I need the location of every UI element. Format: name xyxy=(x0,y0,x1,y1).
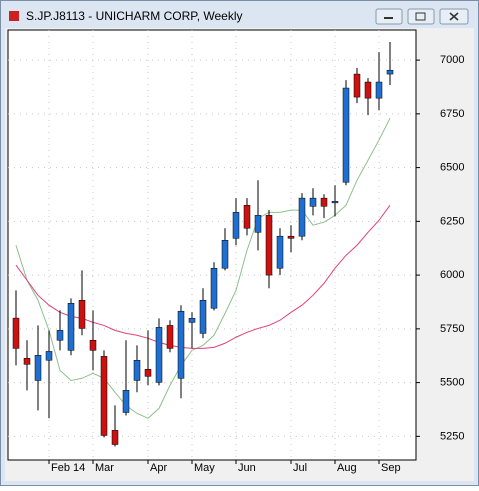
candle-body xyxy=(265,215,273,276)
y-tick-label: 6250 xyxy=(440,215,464,227)
moving-average xyxy=(15,117,391,419)
x-tick-label: May xyxy=(194,462,215,474)
maximize-button[interactable] xyxy=(407,8,435,25)
candle-body xyxy=(34,355,42,381)
candle-body xyxy=(100,356,108,436)
candle-body xyxy=(331,201,339,204)
y-tick-label: 5750 xyxy=(440,323,464,335)
x-tick-label: Mar xyxy=(95,462,114,474)
y-tick-label: 6750 xyxy=(440,108,464,120)
y-tick-label: 5250 xyxy=(440,430,464,442)
x-tick-label: Jun xyxy=(238,462,256,474)
candle-body xyxy=(12,317,20,349)
y-tick-label: 6500 xyxy=(440,162,464,174)
candle-body xyxy=(353,73,361,98)
candle-body xyxy=(89,339,97,351)
candle-body xyxy=(133,359,141,381)
candle-body xyxy=(309,197,317,207)
candle-body xyxy=(45,351,53,361)
candle-body xyxy=(188,318,196,323)
candle-body xyxy=(111,430,119,445)
candle-body xyxy=(276,235,284,269)
moving-average xyxy=(15,204,391,349)
candle-body xyxy=(56,330,64,341)
minimize-icon xyxy=(384,17,393,19)
close-icon xyxy=(449,12,459,21)
candle-body xyxy=(144,369,152,377)
candle-body xyxy=(67,303,75,351)
candle-body xyxy=(23,358,31,365)
candle-body xyxy=(287,235,295,239)
candle-body xyxy=(166,325,174,349)
candle-body xyxy=(78,300,86,329)
candle-body xyxy=(210,267,218,309)
candle-body xyxy=(221,240,229,269)
minimize-button[interactable] xyxy=(375,8,403,25)
candle-body xyxy=(342,87,350,183)
x-tick-label: Sep xyxy=(381,462,401,474)
candle-body xyxy=(243,204,251,229)
candle-body xyxy=(155,327,163,383)
candle-body xyxy=(386,69,394,75)
y-tick-label: 7000 xyxy=(440,54,464,66)
x-tick-label: Apr xyxy=(150,462,167,474)
candle-body xyxy=(375,81,383,99)
candle-body xyxy=(254,215,262,233)
maximize-icon xyxy=(415,12,426,21)
app-icon xyxy=(9,11,19,21)
candle-body xyxy=(364,81,372,99)
candle-body xyxy=(122,390,130,413)
y-tick-label: 6000 xyxy=(440,269,464,281)
window-title: S.JP.J8113 - UNICHARM CORP, Weekly xyxy=(26,9,243,23)
candle-body xyxy=(232,212,240,239)
y-tick-label: 5500 xyxy=(440,377,464,389)
x-tick-label: Jul xyxy=(293,462,307,474)
candle-body xyxy=(298,197,306,237)
x-tick-label: Aug xyxy=(337,462,357,474)
candle-body xyxy=(199,300,207,334)
candle-body xyxy=(177,310,185,379)
candle-body xyxy=(320,197,328,207)
x-tick-label: Feb 14 xyxy=(51,462,85,474)
